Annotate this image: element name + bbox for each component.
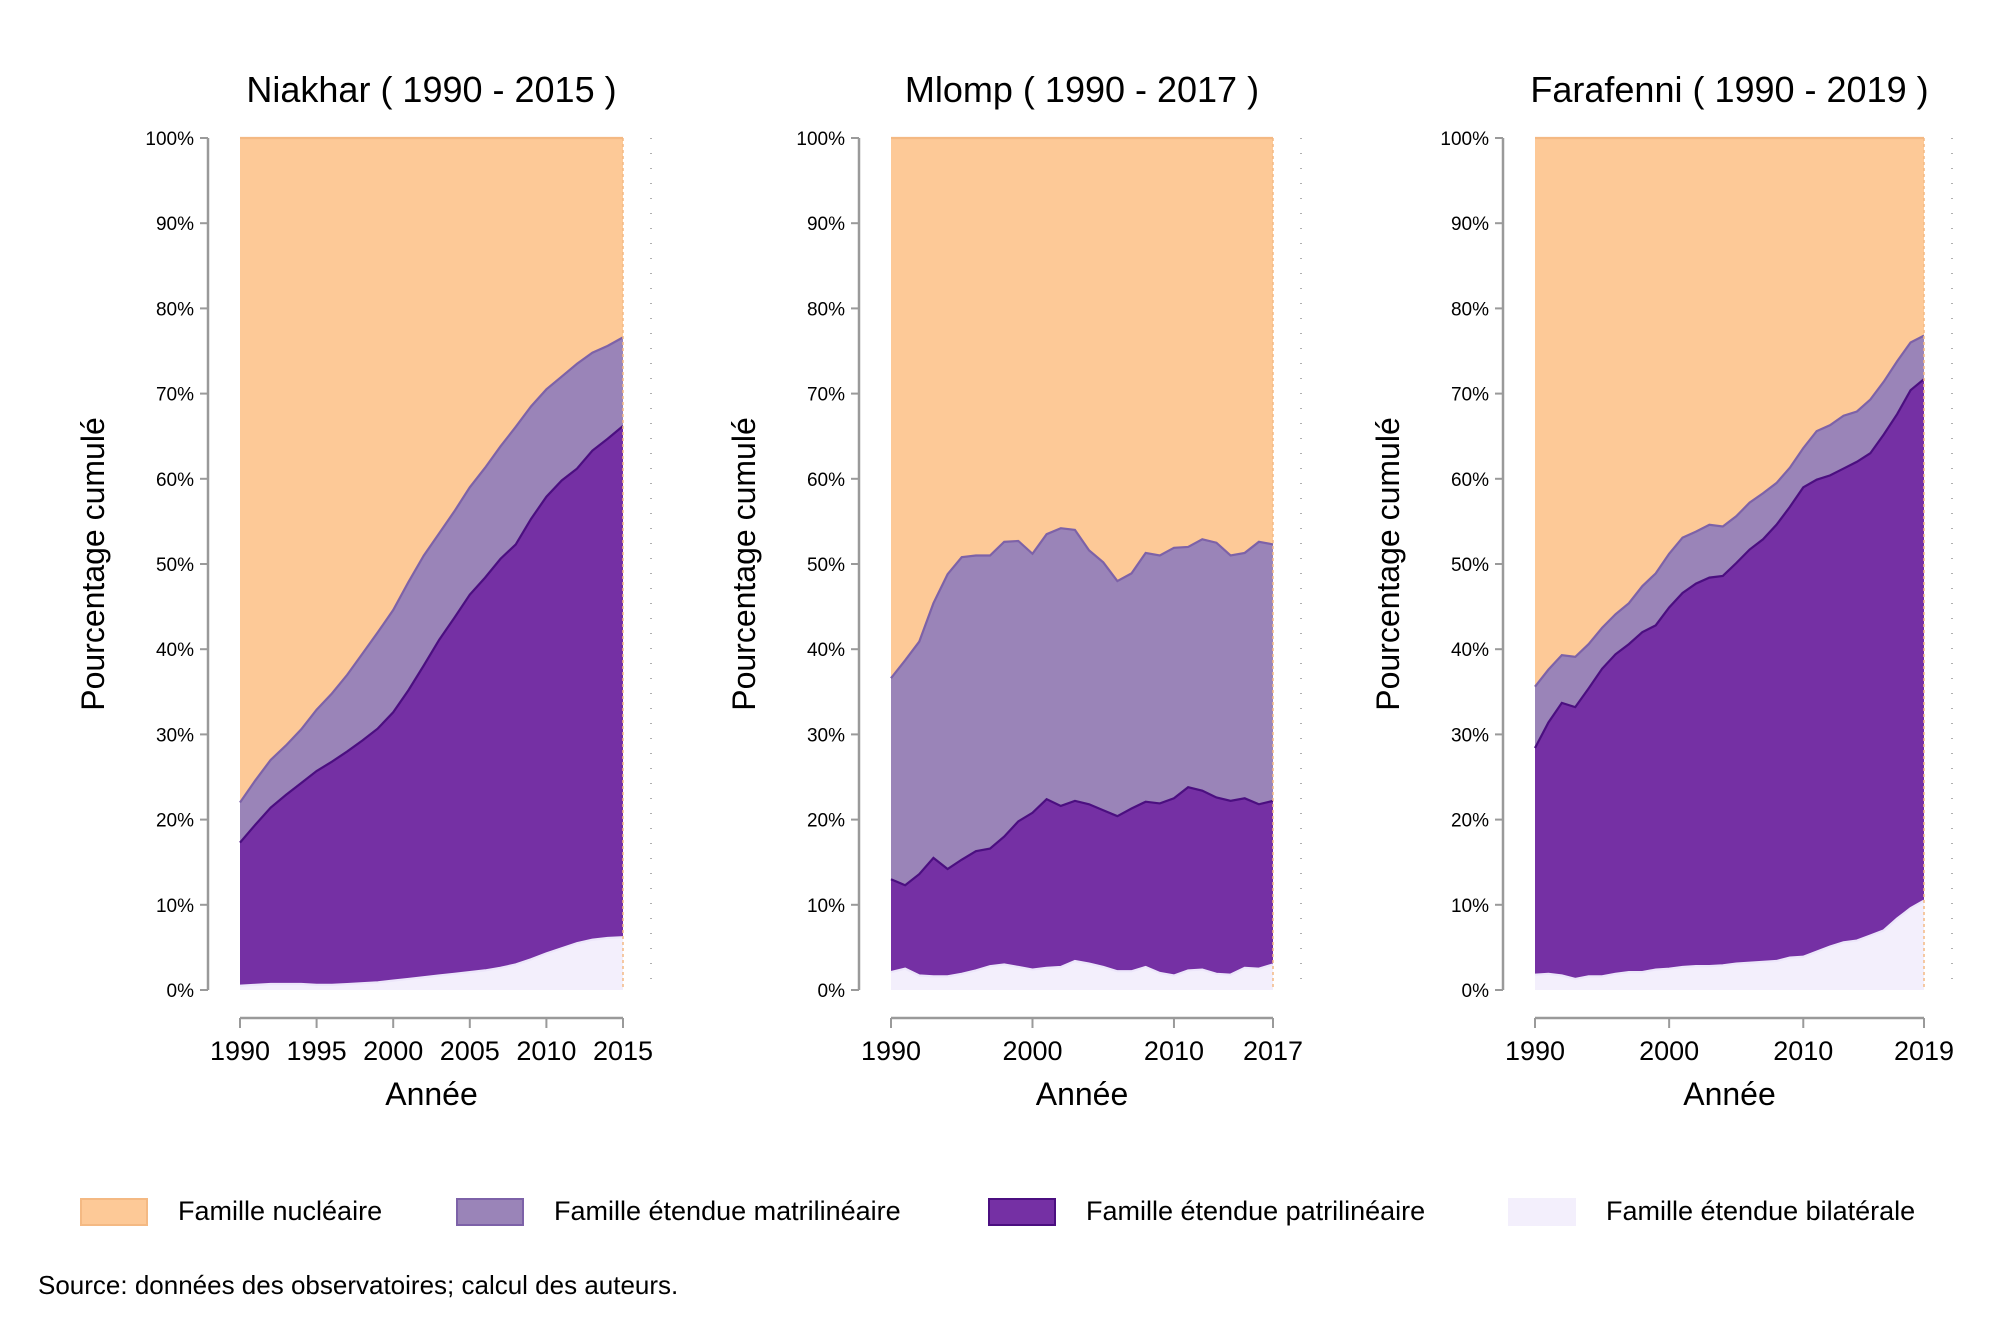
x-tick-label: 1990	[1505, 1036, 1565, 1066]
x-tick-label: 2015	[593, 1036, 653, 1066]
y-tick-label: 100%	[796, 129, 845, 150]
legend-swatch-nucleaire	[80, 1197, 148, 1226]
y-tick-label: 0%	[818, 981, 846, 1002]
legend-label-nucleaire: Famille nucléaire	[178, 1196, 383, 1226]
x-tick-label: 2010	[516, 1036, 576, 1066]
chart-panel-1: 0% 10% 20% 30% 40% 50% 60% 70% 80% 90% 100% 1990 199…	[75, 69, 653, 1112]
y-tick-label: 40%	[1451, 640, 1489, 661]
y-tick-label: 0%	[1462, 981, 1490, 1002]
y-tick-label: 90%	[1451, 214, 1489, 235]
legend-item-nucleaire: Famille nucléaire	[80, 1196, 382, 1227]
legend: Famille nucléaire Famille étendue matril…	[0, 1190, 2000, 1250]
area-patrilineaire	[891, 787, 1273, 990]
line-patrilineaire	[890, 786, 1274, 887]
line-bilaterale	[239, 936, 624, 987]
x-tick-label: 2000	[1639, 1036, 1699, 1066]
y-tick-label: 10%	[1451, 896, 1489, 917]
y-tick-label: 30%	[1451, 725, 1489, 746]
y-tick-label: 20%	[807, 811, 845, 832]
chart-title: Niakhar ( 1990 - 2015 )	[246, 69, 616, 110]
area-patrilineaire	[240, 425, 623, 990]
y-tick-label: 70%	[1451, 385, 1489, 406]
x-tick-label: 2000	[1002, 1036, 1062, 1066]
y-tick-label: 50%	[1451, 555, 1489, 576]
line-patrilineaire	[1534, 378, 1925, 749]
y-tick-label: 100%	[1440, 129, 1489, 150]
legend-label-bilaterale: Famille étendue bilatérale	[1606, 1196, 1916, 1226]
y-tick-label: 80%	[807, 299, 845, 320]
y-tick-label: 30%	[156, 725, 194, 746]
y-tick-label: 20%	[1451, 811, 1489, 832]
line-matrilineaire	[239, 336, 624, 804]
y-tick-label: 20%	[156, 811, 194, 832]
legend-swatch-matrilineaire	[456, 1197, 524, 1226]
y-tick-label: 50%	[807, 555, 845, 576]
y-tick-label: 60%	[1451, 470, 1489, 491]
y-tick-label: 60%	[807, 470, 845, 491]
area-bilaterale	[1535, 900, 1924, 990]
line-patrilineaire	[239, 425, 624, 844]
chart-panel-3: 0% 10% 20% 30% 40% 50% 60% 70% 80% 90% 100% 1990 200…	[1370, 69, 1954, 1112]
y-axis-label: Pourcentage cumulé	[1370, 417, 1406, 711]
y-tick-label: 70%	[807, 385, 845, 406]
line-matrilineaire	[1534, 334, 1925, 688]
x-tick-label: 2019	[1894, 1036, 1954, 1066]
y-tick-label: 0%	[167, 981, 195, 1002]
legend-swatch-bilaterale	[1508, 1197, 1576, 1226]
legend-label-matrilineaire: Famille étendue matrilinéaire	[554, 1196, 901, 1226]
x-tick-label: 2017	[1243, 1036, 1303, 1066]
y-tick-label: 60%	[156, 470, 194, 491]
line-bilaterale	[890, 959, 1274, 978]
x-tick-label: 2010	[1773, 1036, 1833, 1066]
legend-item-matrilineaire: Famille étendue matrilinéaire	[456, 1196, 901, 1227]
source-note: Source: données des observatoires; calcu…	[38, 1270, 679, 1300]
y-tick-label: 70%	[156, 385, 194, 406]
line-bilaterale	[1534, 899, 1925, 981]
y-tick-label: 90%	[807, 214, 845, 235]
y-tick-label: 50%	[156, 555, 194, 576]
y-axis-label: Pourcentage cumulé	[75, 417, 111, 711]
legend-item-bilaterale: Famille étendue bilatérale	[1508, 1196, 1915, 1227]
x-axis-label: Année	[1683, 1076, 1776, 1112]
legend-label-patrilineaire: Famille étendue patrilinéaire	[1086, 1196, 1426, 1226]
chart-panel-2: 0% 10% 20% 30% 40% 50% 60% 70% 80% 90% 100% 1990 200…	[726, 69, 1303, 1112]
y-axis-label: Pourcentage cumulé	[726, 417, 762, 711]
y-tick-label: 40%	[807, 640, 845, 661]
x-tick-label: 1990	[861, 1036, 921, 1066]
line-matrilineaire	[890, 527, 1274, 679]
x-tick-label: 2010	[1144, 1036, 1204, 1066]
x-tick-label: 1995	[287, 1036, 347, 1066]
area-bilaterale	[240, 937, 623, 990]
y-tick-label: 80%	[156, 299, 194, 320]
y-tick-label: 30%	[807, 725, 845, 746]
chart-title: Mlomp ( 1990 - 2017 )	[905, 69, 1259, 110]
x-axis-label: Année	[1036, 1076, 1129, 1112]
area-patrilineaire	[1535, 379, 1924, 991]
legend-item-patrilineaire: Famille étendue patrilinéaire	[988, 1196, 1425, 1227]
x-tick-label: 2000	[363, 1036, 423, 1066]
x-tick-label: 1990	[210, 1036, 270, 1066]
chart-title: Farafenni ( 1990 - 2019 )	[1530, 69, 1928, 110]
y-tick-label: 40%	[156, 640, 194, 661]
y-tick-label: 100%	[145, 129, 194, 150]
x-axis-label: Année	[385, 1076, 478, 1112]
y-tick-label: 10%	[156, 896, 194, 917]
legend-swatch-patrilineaire	[988, 1197, 1056, 1226]
x-tick-label: 2005	[440, 1036, 500, 1066]
y-tick-label: 10%	[807, 896, 845, 917]
y-tick-label: 90%	[156, 214, 194, 235]
y-tick-label: 80%	[1451, 299, 1489, 320]
